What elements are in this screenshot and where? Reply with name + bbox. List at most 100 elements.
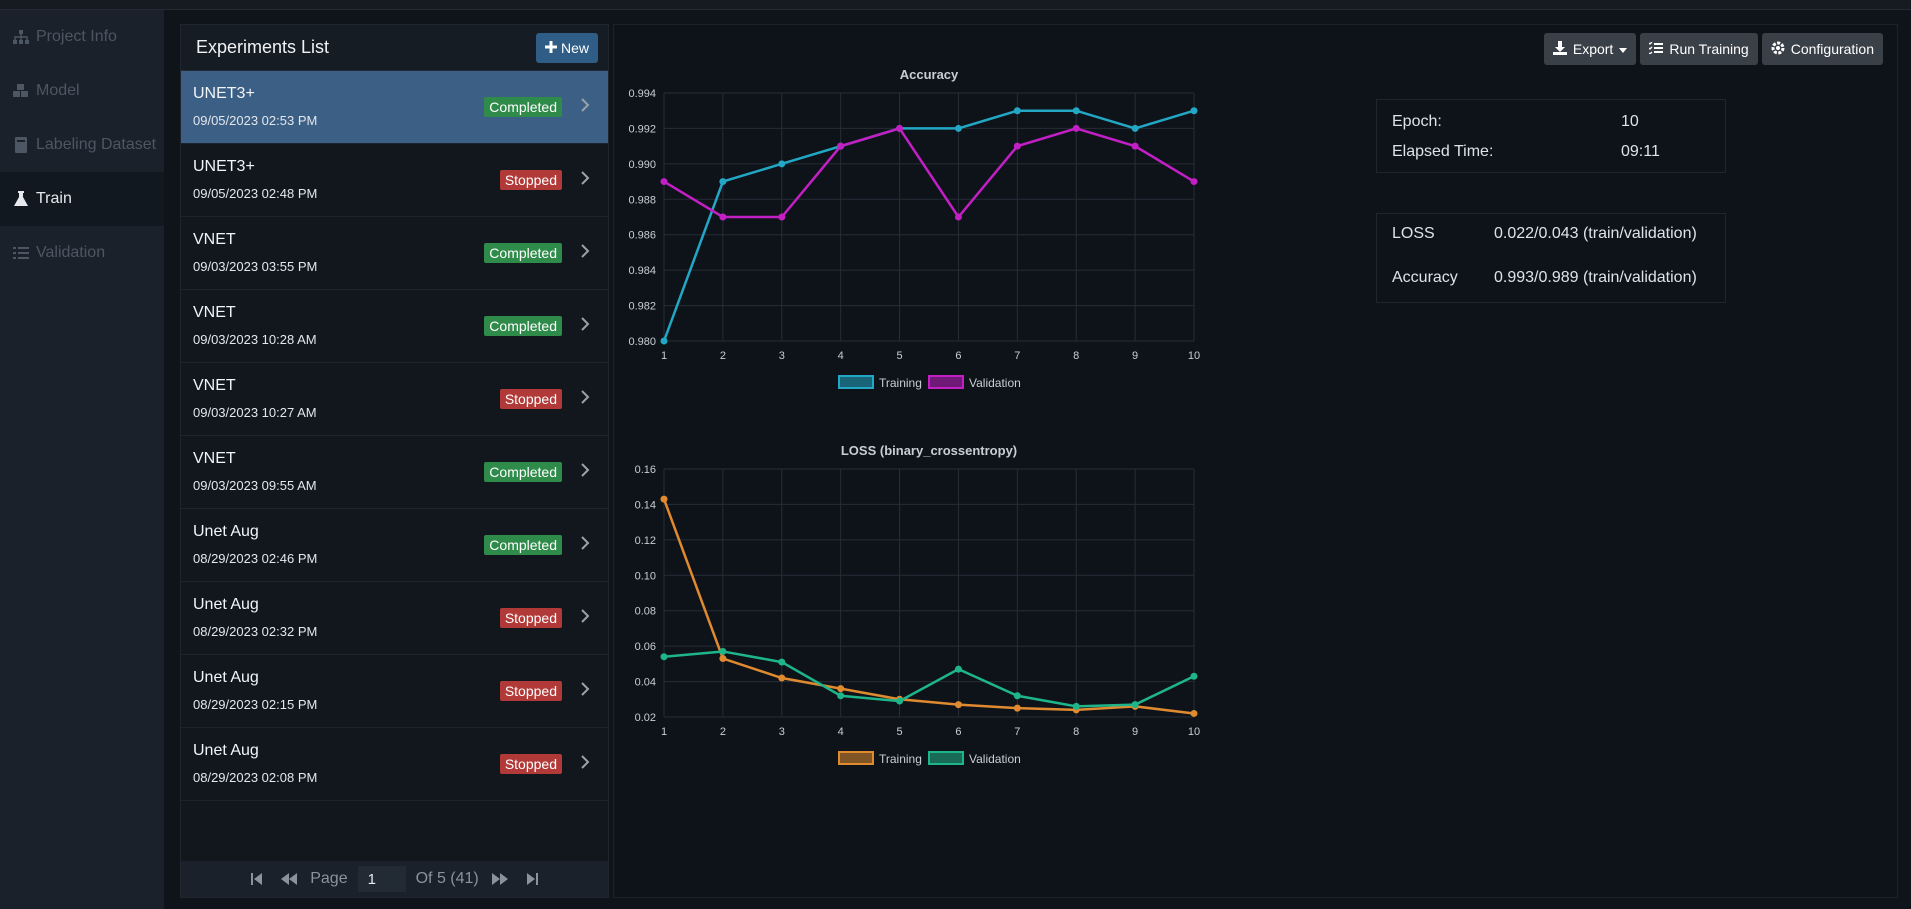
new-button-label: New [560,39,589,56]
accuracy-chart-data-point [660,178,668,186]
accuracy-chart-data-point [1190,178,1198,186]
export-button[interactable]: Export [1543,33,1637,65]
experiment-row[interactable]: VNET 09/03/2023 10:27 AM Stopped [181,363,608,436]
loss-chart-series-line-validation [663,650,1195,708]
accuracy-chart-x-tick-label: 9 [1132,350,1138,362]
accuracy-chart-legend-swatch [838,375,874,389]
loss-chart: LOSS (binary_crossentropy) 0.16 0.14 0.12 0.… [614,429,1214,769]
loss-chart-y-tick-label: 0.10 [635,570,656,582]
experiment-row[interactable]: Unet Aug 08/29/2023 02:46 PM Completed [181,509,608,582]
experiment-row[interactable]: UNET3+ 09/05/2023 02:53 PM Completed [181,71,608,144]
sidebar-item-labeling-dataset[interactable]: Labeling Dataset [0,118,164,172]
experiment-date: 09/03/2023 10:27 AM [193,405,317,420]
loss-chart-data-point [837,685,845,693]
status-badge: Completed [484,316,562,336]
experiment-row[interactable]: VNET 09/03/2023 03:55 PM Completed [181,217,608,290]
chevron-right-icon [580,389,594,409]
accuracy-chart-data-point [1072,124,1080,132]
experiment-date: 09/03/2023 09:55 AM [193,478,317,493]
experiment-row[interactable]: UNET3+ 09/05/2023 02:48 PM Stopped [181,144,608,217]
accuracy-chart-data-point [954,124,962,132]
loss-chart-title: LOSS (binary_crossentropy) [841,443,1017,458]
last-page-icon[interactable] [521,869,543,889]
accuracy-chart-y-tick-label: 0.992 [628,123,656,135]
experiment-row[interactable]: Unet Aug 08/29/2023 02:32 PM Stopped [181,582,608,655]
caret-down-icon [1619,41,1628,57]
sidebar-item-label: Project Info [36,28,117,45]
sidebar-item-project-info[interactable]: Project Info [0,10,164,64]
accuracy-chart-x-tick-label: 10 [1188,350,1200,362]
previous-page-icon[interactable] [278,869,300,889]
loss-value: 0.022/0.043 (train/validation) [1494,225,1697,242]
experiment-date: 08/29/2023 02:15 PM [193,697,318,712]
accuracy-chart-y-tick-label: 0.994 [628,88,656,100]
loss-chart-data-point [1013,692,1021,700]
accuracy-chart: Accuracy 0.994 0.992 0.990 0.988 0.986 0.984 0.… [614,53,1214,393]
experiment-row[interactable]: Unet Aug 08/29/2023 02:08 PM Stopped [181,728,608,801]
experiments-panel: Experiments List New UNET3+ 09/05/2023 02… [180,24,609,898]
sidebar-item-model[interactable]: Model [0,64,164,118]
loss-chart-data-point [778,674,786,682]
sidebar-item-label: Labeling Dataset [36,136,157,153]
experiment-date: 09/05/2023 02:48 PM [193,186,318,201]
status-badge: Completed [484,97,562,117]
loss-chart-x-tick-label: 5 [896,726,902,738]
accuracy-chart-svg: Accuracy 0.994 0.992 0.990 0.988 0.986 0.984 0.… [628,67,1200,390]
loss-chart-data-point [778,658,786,666]
loss-chart-y-tick-label: 0.14 [635,499,656,511]
sidebar-item-label: Train [36,190,72,207]
configuration-button[interactable]: Configuration [1761,33,1883,65]
experiment-name: Unet Aug [193,742,259,759]
experiment-row[interactable]: Unet Aug 08/29/2023 02:15 PM Stopped [181,655,608,728]
accuracy-chart-x-tick-label: 7 [1014,350,1020,362]
sidebar-item-train[interactable]: Train [0,172,164,226]
experiment-date: 09/03/2023 03:55 PM [193,259,318,274]
list-check-icon [12,244,30,262]
experiment-name: UNET3+ [193,158,255,175]
page-number-input[interactable] [357,866,406,892]
epoch-stats-box: Epoch: 10 Elapsed Time: 09:11 [1376,99,1726,173]
chevron-right-icon [580,170,594,190]
loss-chart-data-point [1072,702,1080,710]
loss-chart-data-point [896,697,904,705]
top-bar [0,0,1911,10]
accuracy-chart-x-tick-label: 2 [720,350,726,362]
experiment-name: UNET3+ [193,85,255,102]
chevron-right-icon [580,97,594,117]
chevron-right-icon [580,462,594,482]
sidebar-item-label: Model [36,82,80,99]
first-page-icon[interactable] [246,869,268,889]
experiment-name: Unet Aug [193,523,259,540]
loss-chart-y-tick-label: 0.06 [635,641,656,653]
loss-chart-y-tick-label: 0.08 [635,606,656,618]
next-page-icon[interactable] [489,869,511,889]
accuracy-chart-x-tick-label: 3 [779,350,785,362]
chevron-right-icon [580,754,594,774]
sidebar-item-validation[interactable]: Validation [0,226,164,280]
loss-chart-x-tick-label: 6 [955,726,961,738]
loss-chart-legend-label: Training [879,752,922,766]
accuracy-chart-data-point [1072,107,1080,115]
accuracy-chart-y-tick-label: 0.986 [628,230,656,242]
experiment-row[interactable]: VNET 09/03/2023 09:55 AM Completed [181,436,608,509]
accuracy-chart-x-tick-label: 6 [955,350,961,362]
accuracy-chart-data-point [660,337,668,345]
accuracy-chart-x-tick-label: 1 [661,350,667,362]
status-badge: Stopped [499,170,562,190]
page-count-label: Of 5 (41) [415,870,479,887]
epoch-label: Epoch: [1392,113,1442,130]
accuracy-label: Accuracy [1392,269,1458,286]
elapsed-time-label: Elapsed Time: [1392,143,1494,160]
experiment-date: 08/29/2023 02:32 PM [193,624,318,639]
accuracy-chart-data-point [1013,142,1021,150]
experiment-row[interactable]: VNET 09/03/2023 10:28 AM Completed [181,290,608,363]
configuration-label: Configuration [1790,41,1874,57]
status-badge: Stopped [499,608,562,628]
experiment-name: VNET [193,304,236,321]
loss-label: LOSS [1392,225,1435,242]
loss-chart-data-point [719,655,727,663]
run-training-button[interactable]: Run Training [1640,33,1758,65]
accuracy-chart-data-point [1190,107,1198,115]
new-experiment-button[interactable]: New [535,32,598,63]
accuracy-chart-data-point [778,160,786,168]
